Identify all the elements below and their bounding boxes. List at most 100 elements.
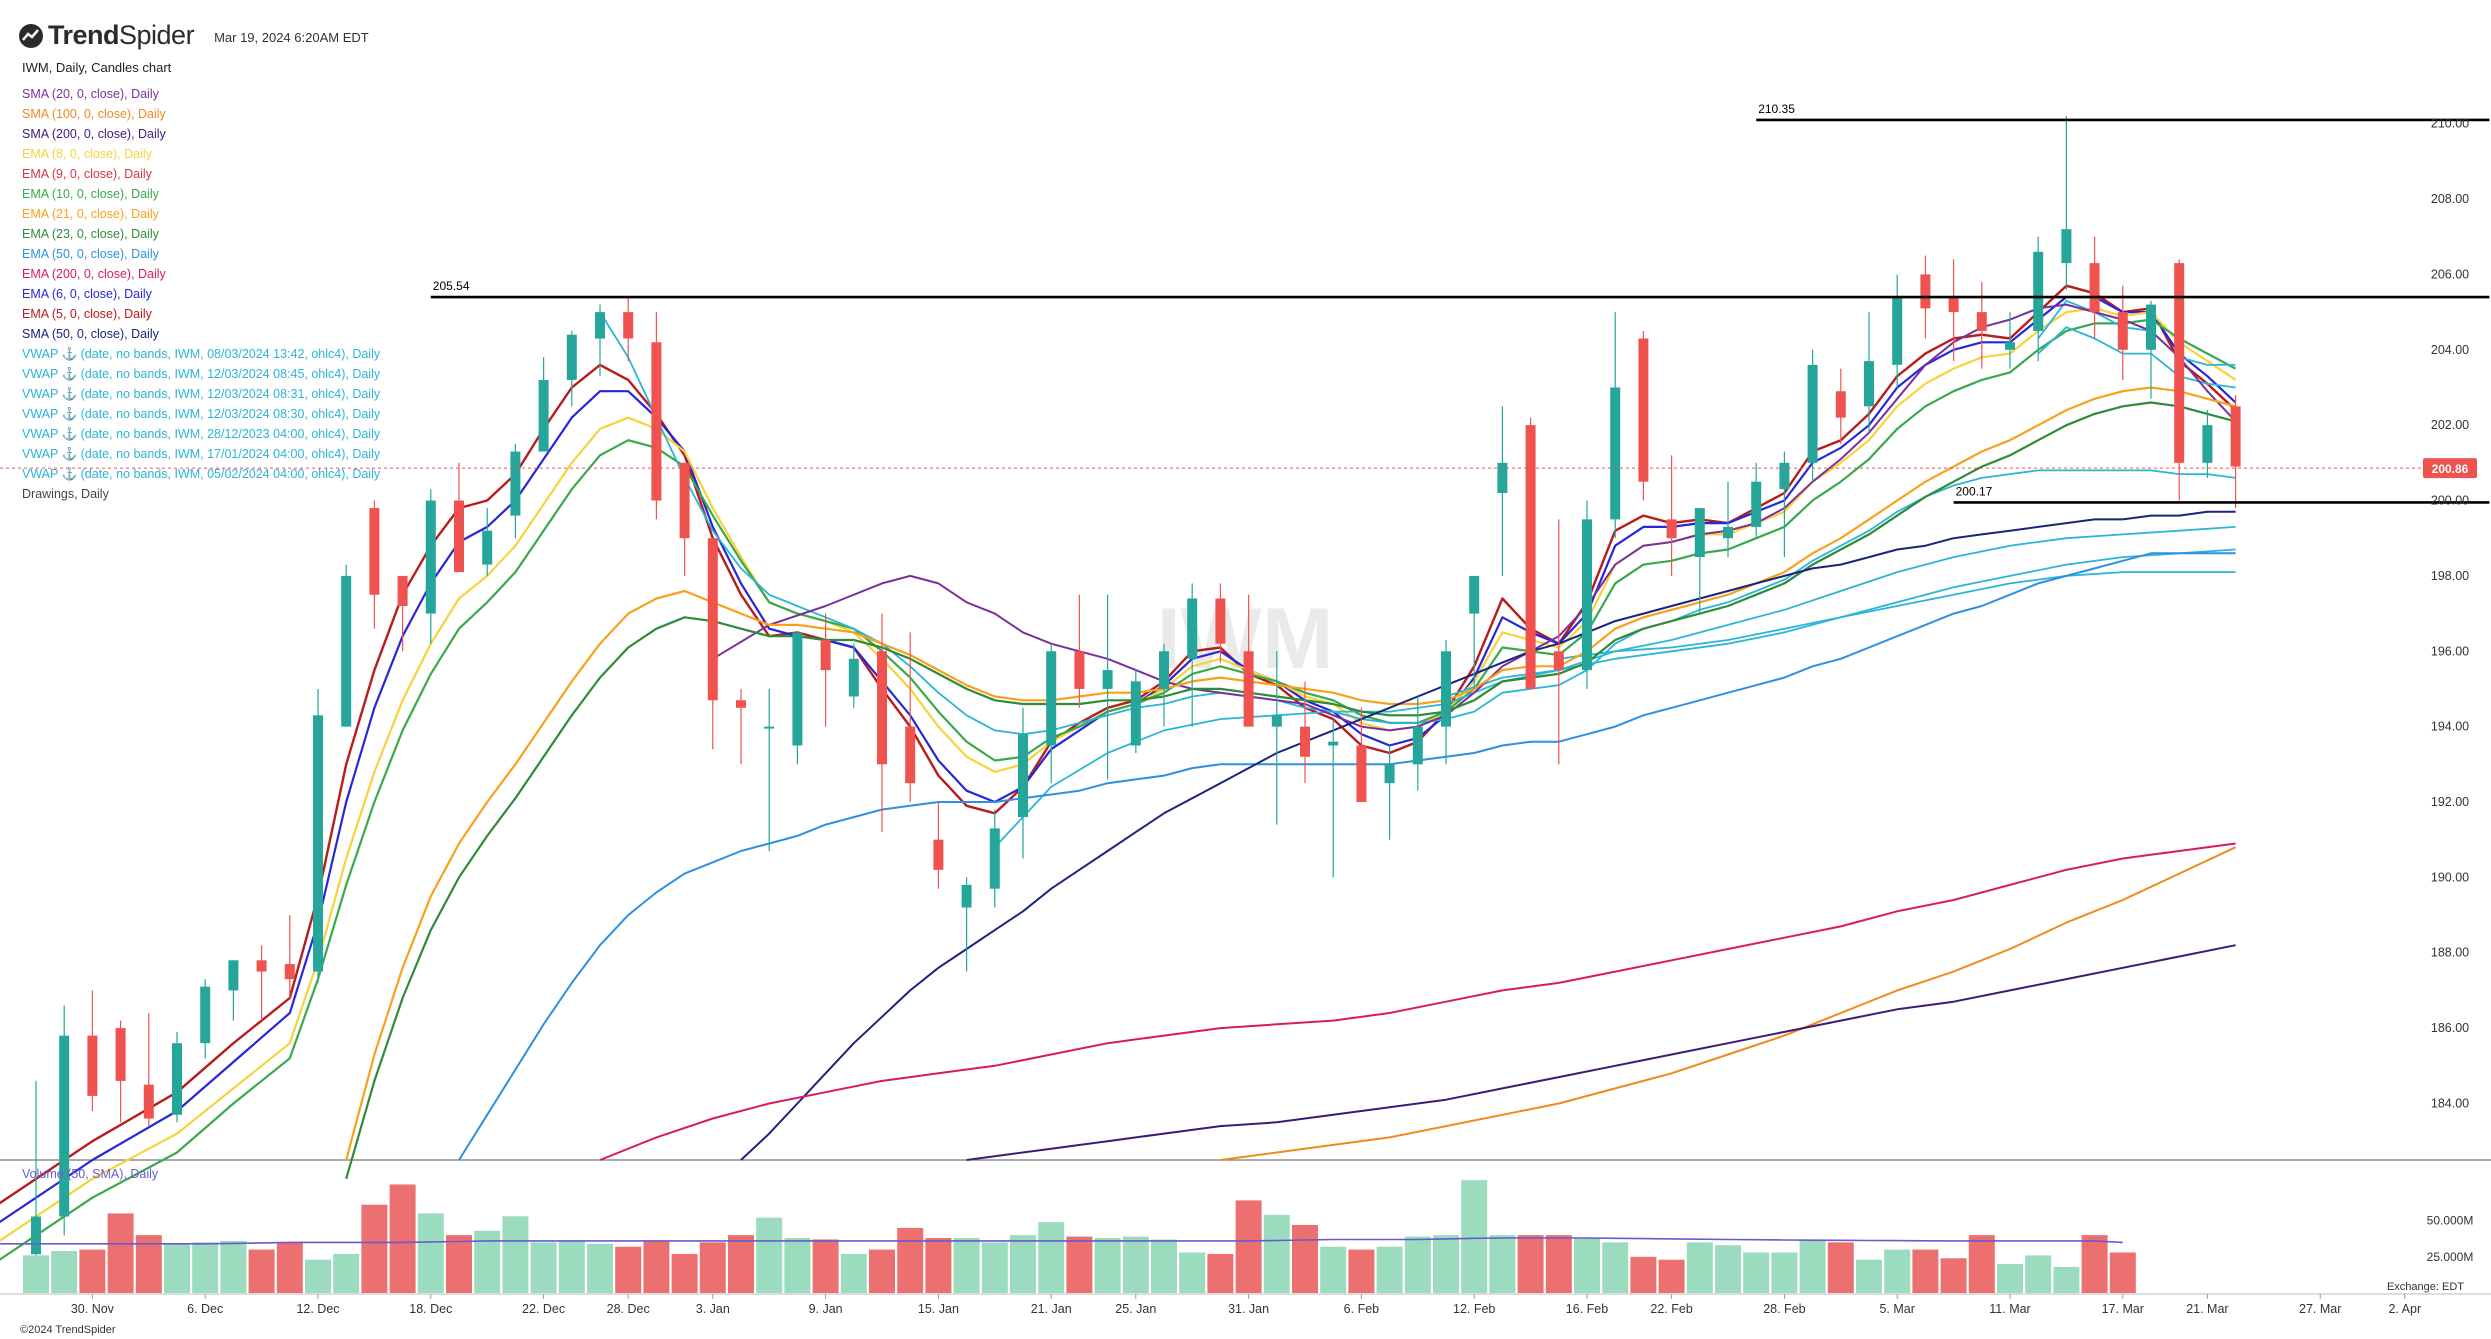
candle-body <box>31 1216 41 1255</box>
candle <box>228 960 239 1021</box>
volume-bar <box>1630 1256 1657 1293</box>
legend-item[interactable]: VWAP ⚓ (date, no bands, IWM, 08/03/2024 … <box>22 347 381 361</box>
legend-item[interactable]: VWAP ⚓ (date, no bands, IWM, 17/01/2024 … <box>22 447 381 461</box>
candle <box>1694 508 1705 614</box>
legend-item[interactable]: VWAP ⚓ (date, no bands, IWM, 05/02/2024 … <box>22 467 381 481</box>
candle <box>1976 281 1987 369</box>
legend-item[interactable]: VWAP ⚓ (date, no bands, IWM, 12/03/2024 … <box>22 407 381 421</box>
candle <box>1835 368 1846 444</box>
volume-title: Volume (50, SMA), Daily <box>22 1167 159 1181</box>
candlesticks <box>31 116 2241 1274</box>
candle <box>425 489 436 644</box>
volume-bar <box>530 1242 557 1293</box>
volume-bar <box>1151 1239 1177 1293</box>
candle <box>1864 312 1874 433</box>
level-label: 210.35 <box>1758 102 1795 116</box>
candle-body <box>228 960 239 991</box>
volume-bar <box>812 1239 839 1293</box>
price-tick-label: 194.00 <box>2431 720 2469 734</box>
candle-body <box>1356 745 1367 802</box>
volume-bar <box>361 1204 388 1293</box>
candle-body <box>1666 519 1677 539</box>
candle-body <box>200 986 211 1044</box>
price-tick-label: 188.00 <box>2431 946 2469 960</box>
brand-name: TrendSpider <box>48 20 195 50</box>
volume-bar <box>1602 1242 1629 1293</box>
candle-body <box>1384 764 1395 784</box>
candle <box>877 613 887 833</box>
legend-item[interactable]: EMA (50, 0, close), Daily <box>22 247 159 261</box>
legend-item[interactable]: EMA (5, 0, close), Daily <box>22 307 152 321</box>
legend-item[interactable]: EMA (8, 0, close), Daily <box>22 147 152 161</box>
legend-item[interactable]: VWAP ⚓ (date, no bands, IWM, 12/03/2024 … <box>22 387 381 401</box>
price-tick-label: 184.00 <box>2431 1096 2469 1110</box>
volume-bar <box>643 1240 670 1293</box>
volume-bar <box>1658 1259 1685 1293</box>
legend-item[interactable]: SMA (20, 0, close), Daily <box>22 87 159 101</box>
volume-bar <box>23 1255 49 1293</box>
candle <box>1892 274 1903 388</box>
candle <box>59 1005 70 1236</box>
legend-item[interactable]: VWAP ⚓ (date, no bands, IWM, 28/12/2023 … <box>22 427 381 441</box>
candle-body <box>313 715 323 972</box>
candle-body <box>1187 598 1198 659</box>
volume-bar <box>220 1240 247 1293</box>
volume-bar <box>248 1249 275 1293</box>
time-tick-label: 31. Jan <box>1228 1302 1269 1316</box>
candle-body <box>736 700 746 708</box>
candle-body <box>1835 391 1846 418</box>
candle-body <box>425 500 436 614</box>
candle-body <box>1046 651 1057 746</box>
candle <box>679 462 690 576</box>
candle-body <box>1271 715 1282 727</box>
volume-bar <box>1320 1246 1347 1293</box>
candle-body <box>905 726 916 784</box>
volume-bar <box>417 1213 444 1293</box>
legend-item[interactable]: EMA (9, 0, close), Daily <box>22 167 152 181</box>
price-tick-label: 186.00 <box>2431 1021 2469 1035</box>
legend-item[interactable]: EMA (23, 0, close), Daily <box>22 227 159 241</box>
indicator-line <box>458 552 2236 1161</box>
legend-item[interactable]: SMA (200, 0, close), Daily <box>22 127 166 141</box>
candle-body <box>538 379 549 452</box>
volume-bar <box>79 1249 106 1293</box>
volume-bar <box>671 1253 698 1293</box>
volume-bar <box>1574 1238 1600 1293</box>
legend-item[interactable]: EMA (21, 0, close), Daily <box>22 207 159 221</box>
drawing-levels[interactable]: 210.35 205.54 200.17 <box>430 102 2490 504</box>
candle <box>764 688 775 851</box>
indicator-line <box>2037 299 2236 366</box>
volume-tick-label: 50.000M <box>2427 1214 2474 1228</box>
volume-bar <box>333 1253 360 1293</box>
volume-sma-line <box>0 1237 2123 1245</box>
candle-body <box>172 1043 182 1115</box>
candle <box>848 643 859 708</box>
candle <box>397 575 408 652</box>
candle-body <box>341 575 352 727</box>
candle <box>87 990 98 1112</box>
legend-item[interactable]: SMA (100, 0, close), Daily <box>22 107 166 121</box>
last-price-tag <box>2423 458 2477 479</box>
price-tick-label: 210.00 <box>2431 117 2469 131</box>
volume-bar <box>51 1251 78 1293</box>
candle-body <box>764 726 775 729</box>
volume-bar <box>1094 1238 1121 1293</box>
candle-body <box>2146 304 2156 350</box>
legend-item[interactable]: EMA (6, 0, close), Daily <box>22 287 152 301</box>
time-tick-label: 3. Jan <box>696 1302 730 1316</box>
candle <box>2230 395 2241 509</box>
candle <box>200 979 211 1059</box>
candle <box>1159 643 1169 727</box>
time-tick-label: 21. Mar <box>2186 1302 2228 1316</box>
volume-bar <box>1010 1235 1036 1293</box>
legend-item[interactable]: VWAP ⚓ (date, no bands, IWM, 12/03/2024 … <box>22 367 381 381</box>
candle <box>284 915 295 998</box>
legend-item[interactable]: Drawings, Daily <box>22 487 109 501</box>
candle <box>341 564 352 727</box>
candle <box>1779 451 1790 558</box>
legend-item[interactable]: EMA (10, 0, close), Daily <box>22 187 159 201</box>
legend-item[interactable]: SMA (50, 0, close), Daily <box>22 327 159 341</box>
candle-body <box>59 1035 70 1217</box>
legend-item[interactable]: EMA (200, 0, close), Daily <box>22 267 166 281</box>
